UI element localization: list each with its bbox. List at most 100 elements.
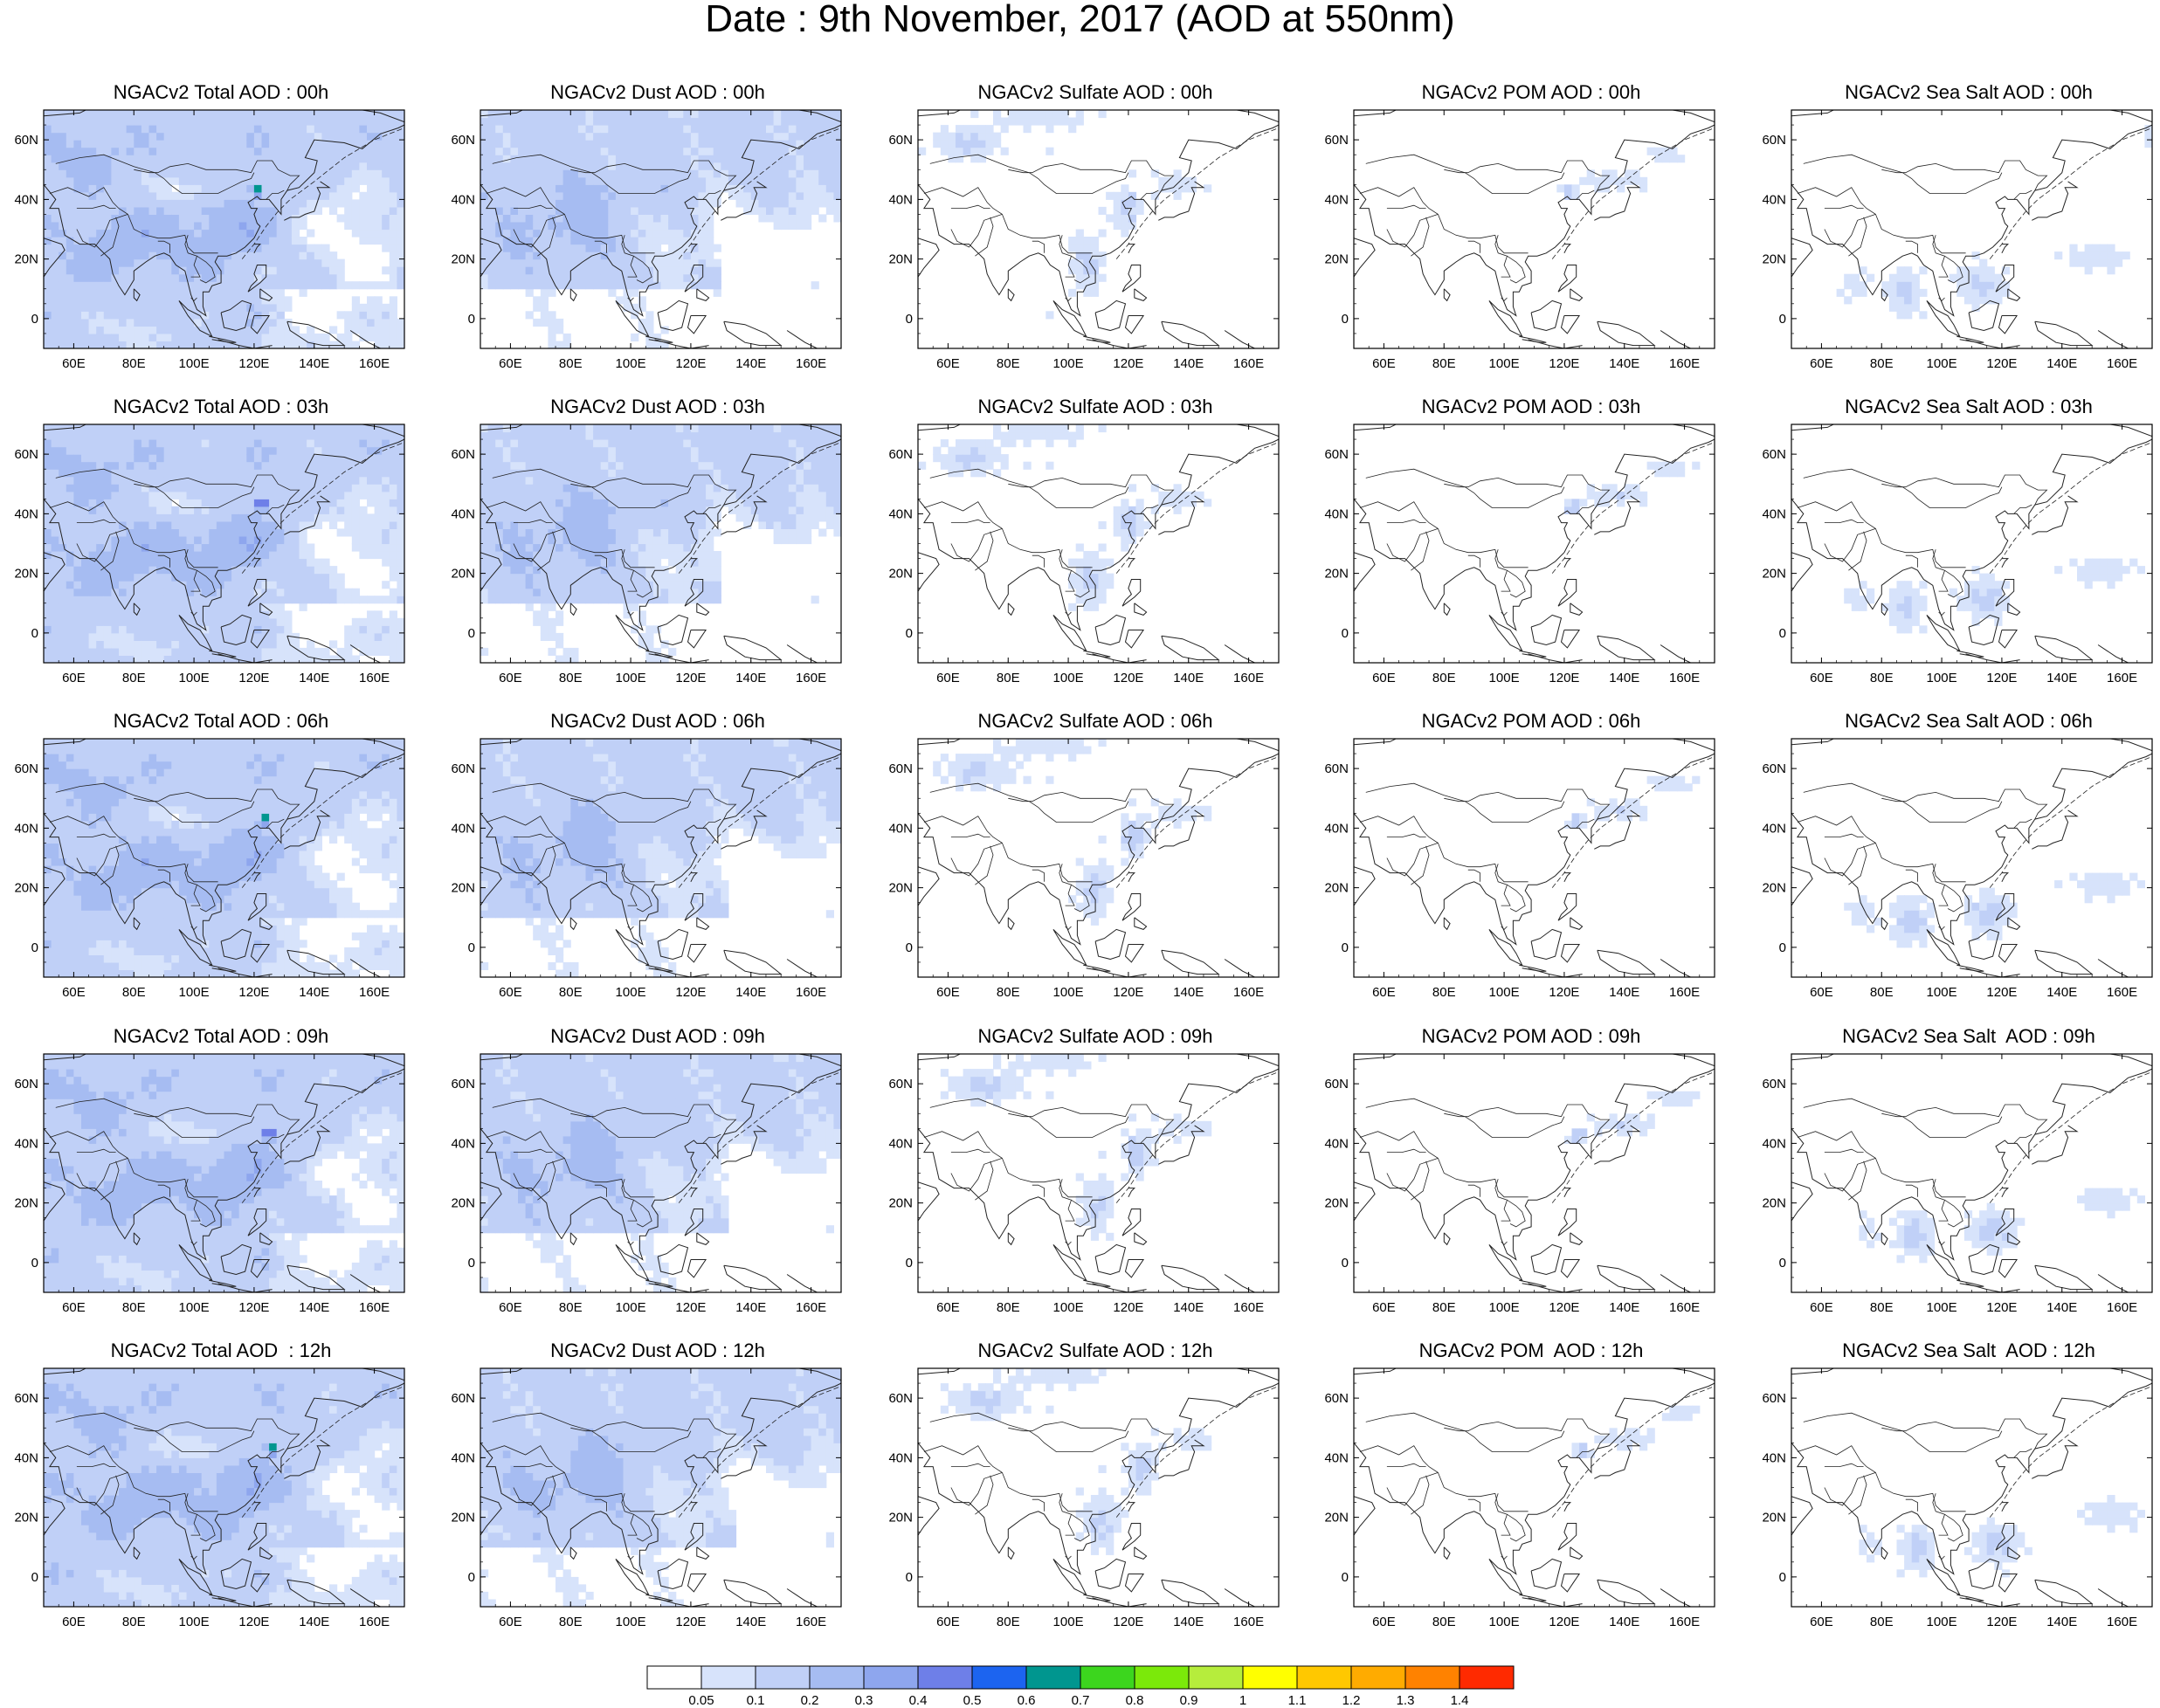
aod-map: 60E 80E 100E 120E 140E 160E 0 20N 40N 60N	[1762, 738, 2153, 1000]
lat-tick-label: 60N	[1324, 761, 1349, 776]
aod-field	[480, 739, 841, 977]
lon-tick-label: 80E	[1432, 1615, 1456, 1629]
map-panel-seasalt-00h: NGACv2 Sea Salt AOD : 00h 60E 80E 100E 120E 1…	[1762, 82, 2153, 388]
colorbar-label: 0.3	[855, 1693, 873, 1705]
lat-tick-label: 0	[1779, 626, 1786, 641]
figure-title: Date : 9th November, 2017 (AOD at 550nm)	[705, 0, 1455, 40]
lat-tick-label: 40N	[888, 821, 913, 836]
lon-tick-label: 140E	[735, 671, 766, 685]
lon-tick-label: 120E	[238, 671, 269, 685]
lon-tick-label: 60E	[62, 1300, 86, 1315]
aod-map: 60E 80E 100E 120E 140E 160E 0 20N 40N 60N	[1762, 424, 2153, 685]
map-panel-sulfate-00h: NGACv2 Sulfate AOD : 00h 60E 80E 100E 120E 14…	[888, 82, 1280, 388]
lon-tick-label: 80E	[122, 1615, 146, 1629]
lon-tick-label: 160E	[1233, 1300, 1264, 1315]
lon-tick-label: 60E	[1810, 1615, 1833, 1629]
lon-tick-label: 160E	[796, 985, 826, 1000]
panel-title: NGACv2 POM AOD : 00h	[1421, 81, 1641, 103]
aod-map: 60E 80E 100E 120E 140E 160E 0 20N 40N 60N	[14, 424, 405, 685]
lon-tick-label: 100E	[1927, 1300, 1957, 1315]
lat-tick-label: 20N	[14, 881, 38, 896]
coastlines	[44, 1368, 404, 1607]
colorbar-label: 1.4	[1451, 1693, 1469, 1705]
lon-tick-label: 60E	[1372, 671, 1396, 685]
aod-field	[44, 110, 404, 348]
lon-tick-label: 60E	[1372, 356, 1396, 371]
panel-title: NGACv2 Dust AOD : 06h	[550, 710, 765, 732]
lon-tick-label: 140E	[299, 1300, 329, 1315]
lon-tick-label: 140E	[2046, 356, 2077, 371]
lat-tick-label: 20N	[1324, 881, 1349, 896]
aod-field	[480, 110, 841, 348]
coastlines	[1354, 1368, 1715, 1607]
aod-field	[1354, 1368, 1715, 1607]
map-frame	[1353, 1367, 1715, 1608]
lat-tick-label: 40N	[1324, 192, 1349, 207]
map-panel-dust-06h: NGACv2 Dust AOD : 06h 60E 80E 100E 120E 140E 1…	[451, 710, 842, 1016]
aod-map: 60E 80E 100E 120E 140E 160E 0 20N 40N 60N	[1324, 1367, 1715, 1629]
colorbar-label: 0.9	[1180, 1693, 1198, 1705]
colorbar-box	[1296, 1665, 1352, 1690]
lat-tick-label: 40N	[1762, 506, 1786, 521]
map-panel-total-09h: NGACv2 Total AOD : 09h 60E 80E 100E 120E 140E…	[14, 1026, 405, 1332]
lat-tick-label: 0	[1779, 940, 1786, 955]
lat-tick-label: 0	[1342, 626, 1349, 641]
colorbar-box	[1134, 1665, 1190, 1690]
lat-tick-label: 20N	[1762, 881, 1786, 896]
lat-tick-label: 40N	[888, 1136, 913, 1151]
colorbar-label: 0.4	[909, 1693, 928, 1705]
lat-tick-label: 60N	[14, 1077, 38, 1092]
lon-tick-label: 60E	[62, 1615, 86, 1629]
aod-field	[1354, 739, 1715, 977]
lat-tick-label: 20N	[451, 567, 475, 582]
lat-tick-label: 20N	[1762, 567, 1786, 582]
map-panel-total-03h: NGACv2 Total AOD : 03h 60E 80E 100E 120E 140E…	[14, 396, 405, 702]
map-panel-seasalt-06h: NGACv2 Sea Salt AOD : 06h 60E 80E 100E 120E 1…	[1762, 711, 2153, 1016]
aod-map: 60E 80E 100E 120E 140E 160E 0 20N 40N 60N	[451, 738, 842, 1000]
lon-tick-label: 140E	[1609, 1615, 1639, 1629]
aod-field	[44, 1368, 404, 1607]
lat-tick-label: 0	[1342, 1570, 1349, 1585]
aod-map: 60E 80E 100E 120E 140E 160E 0 20N 40N 60N	[451, 109, 842, 371]
lon-tick-label: 80E	[1870, 985, 1894, 1000]
lon-tick-label: 140E	[2046, 1615, 2077, 1629]
coastlines	[44, 1054, 404, 1292]
map-panel-sulfate-12h: NGACv2 Sulfate AOD : 12h 60E 80E 100E 120E 14…	[888, 1340, 1280, 1646]
lon-tick-label: 120E	[238, 356, 269, 371]
lat-tick-label: 60N	[888, 133, 913, 148]
panel-title: NGACv2 Dust AOD : 03h	[550, 396, 765, 417]
lat-tick-label: 0	[1342, 312, 1349, 327]
coastlines	[918, 739, 1279, 977]
lon-tick-label: 100E	[1489, 1615, 1520, 1629]
lat-tick-label: 40N	[1324, 1450, 1349, 1465]
lon-tick-label: 100E	[179, 1615, 210, 1629]
lon-tick-label: 140E	[735, 985, 766, 1000]
lat-tick-label: 60N	[1324, 133, 1349, 148]
lon-tick-label: 160E	[1233, 1615, 1264, 1629]
lat-tick-label: 40N	[1324, 506, 1349, 521]
lat-tick-label: 20N	[14, 567, 38, 582]
aod-map: 60E 80E 100E 120E 140E 160E 0 20N 40N 60N	[888, 109, 1280, 371]
map-panel-dust-03h: NGACv2 Dust AOD : 03h 60E 80E 100E 120E 140E 1…	[451, 396, 842, 702]
aod-field	[918, 739, 1279, 977]
lon-tick-label: 120E	[675, 1300, 706, 1315]
map-panel-total-12h: NGACv2 Total AOD : 12h 60E 80E 100E 120E 140E…	[14, 1340, 405, 1646]
lon-tick-label: 100E	[1053, 671, 1084, 685]
lon-tick-label: 60E	[936, 671, 960, 685]
lon-tick-label: 100E	[616, 671, 646, 685]
lat-tick-label: 20N	[1324, 1196, 1349, 1211]
lon-tick-label: 60E	[62, 356, 86, 371]
lon-tick-label: 80E	[559, 356, 583, 371]
lon-tick-label: 100E	[1053, 985, 1084, 1000]
coastlines	[1354, 739, 1715, 977]
lat-tick-label: 20N	[888, 881, 913, 896]
aod-field	[918, 1054, 1279, 1292]
colorbar-label: 1	[1239, 1693, 1246, 1705]
lat-tick-label: 20N	[1762, 1196, 1786, 1211]
lon-tick-label: 120E	[675, 985, 706, 1000]
lat-tick-label: 0	[906, 940, 913, 955]
lon-tick-label: 160E	[1669, 1615, 1700, 1629]
lat-tick-label: 20N	[888, 567, 913, 582]
lon-tick-label: 120E	[1113, 985, 1143, 1000]
panel-title: NGACv2 Dust AOD : 12h	[550, 1340, 765, 1361]
